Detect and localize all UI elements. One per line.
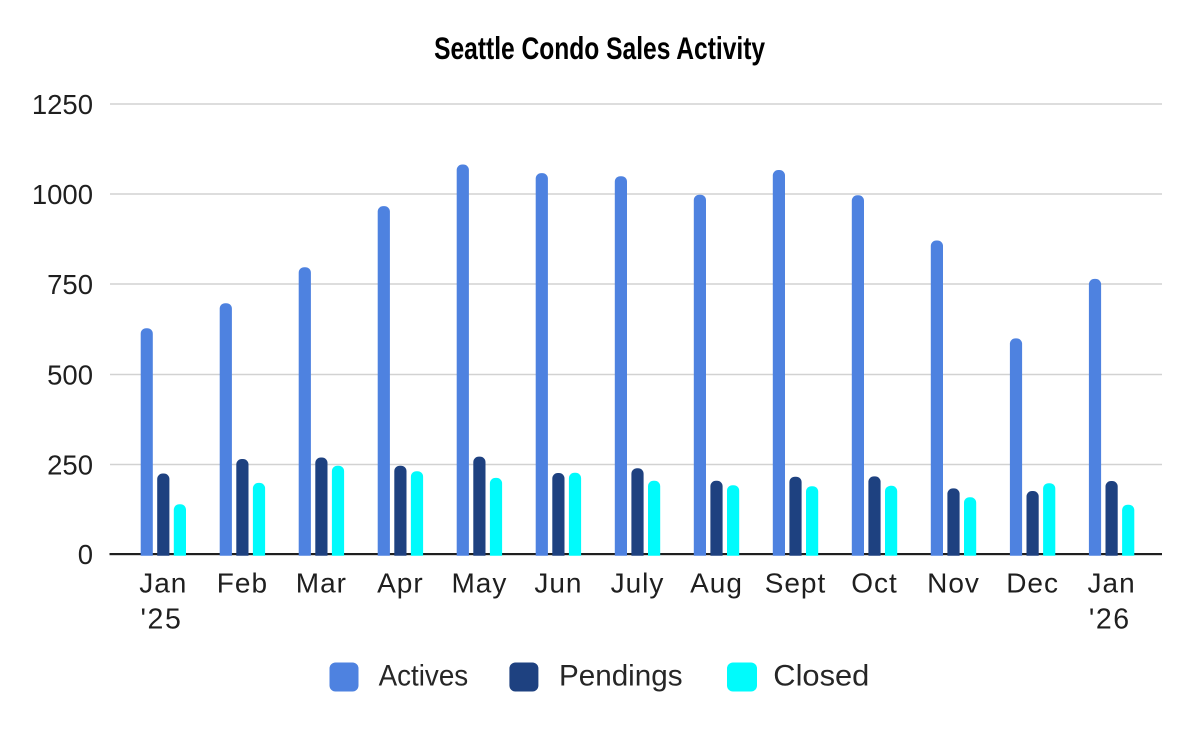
svg-text:July: July [611,568,665,599]
svg-text:Dec: Dec [1006,568,1059,599]
svg-text:Jan: Jan [139,568,187,599]
svg-text:Oct: Oct [851,568,898,599]
svg-text:500: 500 [47,359,93,390]
svg-text:1000: 1000 [32,179,93,210]
svg-text:0: 0 [78,539,93,570]
svg-text:Aug: Aug [690,568,743,599]
svg-text:750: 750 [47,269,93,300]
svg-text:Sept: Sept [765,568,827,599]
svg-text:Seattle Condo Sales Activity: Seattle Condo Sales Activity [434,30,765,66]
svg-text:Jun: Jun [534,568,582,599]
svg-text:Feb: Feb [217,568,268,599]
svg-text:250: 250 [47,449,93,480]
svg-text:Apr: Apr [377,568,424,599]
svg-text:1250: 1250 [32,89,93,120]
svg-text:'26: '26 [1089,604,1131,636]
svg-text:Closed: Closed [773,660,869,693]
svg-text:Mar: Mar [296,568,347,599]
svg-text:Pendings: Pendings [559,660,683,693]
svg-text:May: May [451,568,507,599]
svg-text:'25: '25 [141,604,183,636]
svg-text:Jan: Jan [1088,568,1136,599]
svg-text:Nov: Nov [927,568,980,599]
svg-text:Actives: Actives [379,660,469,693]
